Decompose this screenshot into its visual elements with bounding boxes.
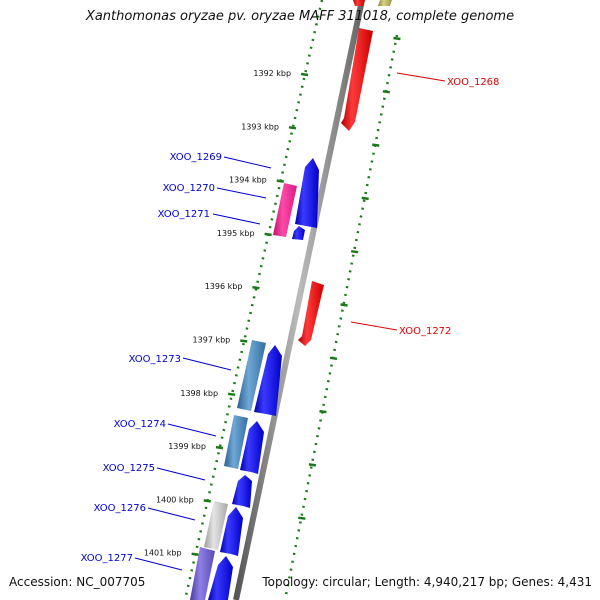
gene-label-xoo-1272[interactable]: XOO_1272	[399, 326, 451, 337]
scale-tick-outer	[308, 463, 317, 467]
scale-tick-label: 1392 kbp	[253, 69, 291, 78]
gene-block-xoo-1274[interactable]	[224, 415, 248, 469]
scale-tick-outer	[361, 196, 369, 201]
scale-tick-label: 1393 kbp	[241, 122, 279, 131]
gene-arrow-xoo-1273[interactable]	[254, 345, 282, 416]
scale-tick	[276, 179, 284, 183]
scale-tick-outer	[329, 356, 338, 361]
gene-label-xoo-1270[interactable]: XOO_1270	[163, 183, 215, 194]
scale-tick	[191, 552, 199, 556]
gene-arrow-xoo-1274[interactable]	[240, 421, 264, 474]
scale-tick	[227, 392, 236, 397]
gene-arrow-xoo-1277[interactable]	[208, 556, 233, 600]
accession-text: Accession: NC_007705	[9, 575, 146, 589]
gene-arrow-xoo-1276[interactable]	[220, 507, 243, 556]
gene-label-xoo-1274[interactable]: XOO_1274	[114, 419, 166, 430]
scale-tick	[252, 285, 260, 290]
gene-arrow-unnamed-olive[interactable]	[378, 0, 392, 6]
gene-block-xoo-1276[interactable]	[204, 501, 228, 550]
gene-arrow-xoo-1269[interactable]	[295, 158, 319, 228]
gene-label-xoo-1269[interactable]: XOO_1269	[170, 152, 222, 163]
gene-block-xoo-1270[interactable]	[273, 183, 297, 237]
gene-label-xoo-1268[interactable]: XOO_1268	[447, 77, 499, 88]
scale-tick-outer	[340, 303, 348, 307]
gene-label-xoo-1273[interactable]: XOO_1273	[129, 354, 181, 365]
gene-label-xoo-1276[interactable]: XOO_1276	[94, 503, 146, 514]
scale-tick-outer	[298, 516, 306, 520]
scale-tick-outer	[372, 143, 380, 147]
scale-tick-label: 1396 kbp	[205, 282, 243, 291]
scale-tick-outer	[319, 409, 327, 414]
scale-tick-label: 1399 kbp	[168, 442, 206, 451]
gene-labels: XOO_1268 XOO_1269 XOO_1270 XOO_1271 XOO_…	[81, 77, 500, 564]
genome-backbone	[233, 0, 365, 600]
scale-tick	[300, 72, 309, 77]
scale-tick	[240, 339, 248, 343]
gene-label-xoo-1271[interactable]: XOO_1271	[158, 209, 210, 220]
gene-block-xoo-1273[interactable]	[237, 340, 266, 411]
gene-arrow-xoo-1268[interactable]	[341, 28, 373, 131]
scale-tick	[288, 126, 297, 130]
scale-tick-label: 1397 kbp	[193, 336, 231, 345]
scale-tick-outer	[393, 36, 401, 41]
gene-block-xoo-1277[interactable]	[190, 547, 215, 600]
gene-arrow-xoo-1271[interactable]	[292, 226, 305, 240]
scale-tick-label: 1398 kbp	[180, 389, 218, 398]
scale-tick-label: 1401 kbp	[144, 549, 182, 558]
scale-tick-labels: 1392 kbp 1393 kbp 1394 kbp 1395 kbp 1396 kbp…	[144, 69, 291, 558]
gene-arrow-xoo-1267[interactable]	[353, 0, 365, 6]
gene-label-xoo-1275[interactable]: XOO_1275	[103, 463, 155, 474]
scale-tick-label: 1394 kbp	[229, 176, 267, 185]
gene-arrow-xoo-1272[interactable]	[298, 281, 324, 346]
scale-tick-label: 1400 kbp	[156, 495, 194, 504]
map-title: Xanthomonas oryzae pv. oryzae MAFF 31101…	[85, 9, 515, 24]
scale-tick	[203, 499, 211, 503]
scale-tick	[264, 232, 272, 237]
gene-label-xoo-1277[interactable]: XOO_1277	[81, 553, 133, 564]
scale-ticks	[191, 36, 401, 556]
scale-tick-label: 1395 kbp	[217, 229, 255, 238]
gene-arrow-xoo-1275[interactable]	[232, 475, 252, 508]
scale-tick-outer	[350, 249, 359, 254]
gene-label-leaders	[134, 72, 446, 571]
topology-text: Topology: circular; Length: 4,940,217 bp…	[262, 575, 592, 589]
scale-tick-outer	[382, 90, 391, 94]
outer-dotted-track	[283, 34, 399, 600]
scale-tick	[215, 445, 224, 450]
gene-features	[190, 0, 392, 600]
